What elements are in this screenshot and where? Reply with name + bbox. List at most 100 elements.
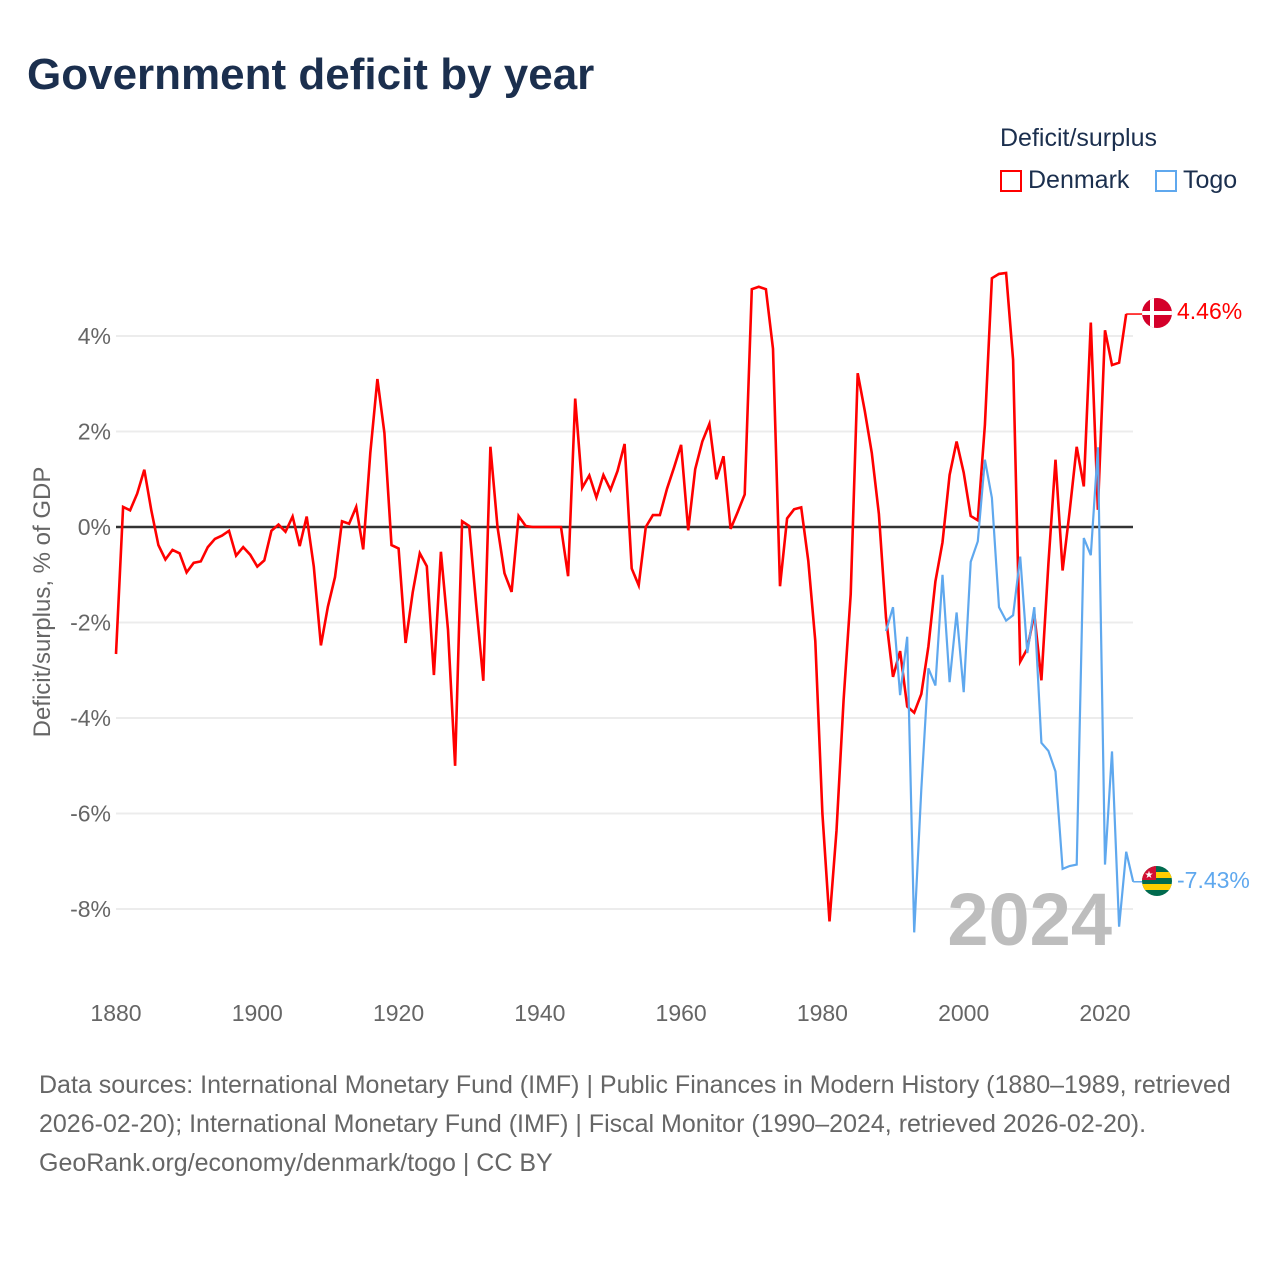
data-point-denmark[interactable] bbox=[247, 552, 253, 558]
data-point-denmark[interactable] bbox=[155, 542, 161, 548]
data-point-togo[interactable] bbox=[1102, 862, 1108, 868]
data-point-denmark[interactable] bbox=[989, 275, 995, 281]
data-point-togo[interactable] bbox=[1053, 768, 1059, 774]
data-point-denmark[interactable] bbox=[791, 506, 797, 512]
data-point-denmark[interactable] bbox=[862, 408, 868, 414]
data-point-denmark[interactable] bbox=[170, 547, 176, 553]
data-point-denmark[interactable] bbox=[1088, 320, 1094, 326]
data-point-togo[interactable] bbox=[961, 689, 967, 695]
data-point-denmark[interactable] bbox=[127, 507, 133, 513]
data-point-denmark[interactable] bbox=[1045, 561, 1051, 567]
data-point-denmark[interactable] bbox=[763, 286, 769, 292]
data-point-denmark[interactable] bbox=[982, 422, 988, 428]
data-point-denmark[interactable] bbox=[600, 472, 606, 478]
data-point-denmark[interactable] bbox=[205, 544, 211, 550]
data-point-denmark[interactable] bbox=[544, 524, 550, 530]
data-point-denmark[interactable] bbox=[1109, 362, 1115, 368]
data-point-togo[interactable] bbox=[1045, 748, 1051, 754]
data-point-togo[interactable] bbox=[890, 604, 896, 610]
data-point-denmark[interactable] bbox=[834, 828, 840, 834]
data-point-togo[interactable] bbox=[939, 572, 945, 578]
data-point-denmark[interactable] bbox=[226, 528, 232, 534]
data-point-denmark[interactable] bbox=[212, 536, 218, 542]
data-point-denmark[interactable] bbox=[445, 627, 451, 633]
data-point-togo[interactable] bbox=[1031, 604, 1037, 610]
data-point-denmark[interactable] bbox=[219, 533, 225, 539]
data-point-denmark[interactable] bbox=[396, 545, 402, 551]
data-point-togo[interactable] bbox=[911, 929, 917, 935]
data-point-denmark[interactable] bbox=[1081, 483, 1087, 489]
data-point-denmark[interactable] bbox=[756, 284, 762, 290]
data-point-denmark[interactable] bbox=[537, 524, 543, 530]
data-point-denmark[interactable] bbox=[304, 513, 310, 519]
data-point-togo[interactable] bbox=[1017, 554, 1023, 560]
data-point-denmark[interactable] bbox=[876, 511, 882, 517]
data-point-denmark[interactable] bbox=[961, 470, 967, 476]
data-point-denmark[interactable] bbox=[509, 589, 515, 595]
data-point-togo[interactable] bbox=[1010, 612, 1016, 618]
data-point-denmark[interactable] bbox=[784, 515, 790, 521]
data-point-denmark[interactable] bbox=[678, 442, 684, 448]
data-point-denmark[interactable] bbox=[424, 563, 430, 569]
data-point-denmark[interactable] bbox=[516, 513, 522, 519]
data-point-togo[interactable] bbox=[982, 457, 988, 463]
data-point-denmark[interactable] bbox=[353, 504, 359, 510]
data-point-denmark[interactable] bbox=[947, 472, 953, 478]
data-point-denmark[interactable] bbox=[1067, 509, 1073, 515]
data-point-denmark[interactable] bbox=[417, 550, 423, 556]
data-point-denmark[interactable] bbox=[805, 558, 811, 564]
data-point-togo[interactable] bbox=[925, 665, 931, 671]
data-point-denmark[interactable] bbox=[996, 271, 1002, 277]
data-point-denmark[interactable] bbox=[579, 485, 585, 491]
data-point-togo[interactable] bbox=[1024, 650, 1030, 656]
data-point-denmark[interactable] bbox=[1074, 444, 1080, 450]
data-point-togo[interactable] bbox=[883, 628, 889, 634]
data-point-denmark[interactable] bbox=[191, 560, 197, 566]
data-point-denmark[interactable] bbox=[664, 486, 670, 492]
data-point-denmark[interactable] bbox=[198, 558, 204, 564]
data-point-togo[interactable] bbox=[897, 692, 903, 698]
data-point-denmark[interactable] bbox=[290, 513, 296, 519]
data-point-denmark[interactable] bbox=[650, 512, 656, 518]
data-point-denmark[interactable] bbox=[268, 528, 274, 534]
data-point-denmark[interactable] bbox=[869, 450, 875, 456]
data-point-denmark[interactable] bbox=[1053, 457, 1059, 463]
data-point-denmark[interactable] bbox=[381, 430, 387, 436]
data-point-denmark[interactable] bbox=[558, 524, 564, 530]
data-point-denmark[interactable] bbox=[728, 526, 734, 532]
data-point-denmark[interactable] bbox=[685, 527, 691, 533]
data-point-denmark[interactable] bbox=[403, 640, 409, 646]
data-point-denmark[interactable] bbox=[431, 672, 437, 678]
data-point-denmark[interactable] bbox=[918, 691, 924, 697]
data-point-denmark[interactable] bbox=[120, 504, 126, 510]
data-point-denmark[interactable] bbox=[706, 421, 712, 427]
data-point-denmark[interactable] bbox=[141, 467, 147, 473]
data-point-denmark[interactable] bbox=[622, 441, 628, 447]
data-point-denmark[interactable] bbox=[1102, 327, 1108, 333]
data-point-denmark[interactable] bbox=[452, 763, 458, 769]
data-point-denmark[interactable] bbox=[636, 582, 642, 588]
data-point-denmark[interactable] bbox=[233, 553, 239, 559]
data-point-togo[interactable] bbox=[1003, 618, 1009, 624]
data-point-togo[interactable] bbox=[1074, 862, 1080, 868]
data-point-togo[interactable] bbox=[1123, 849, 1129, 855]
data-point-togo[interactable] bbox=[1081, 535, 1087, 541]
data-point-denmark[interactable] bbox=[798, 504, 804, 510]
data-point-denmark[interactable] bbox=[339, 518, 345, 524]
data-point-togo[interactable] bbox=[975, 538, 981, 544]
data-point-denmark[interactable] bbox=[721, 453, 727, 459]
data-point-togo[interactable] bbox=[989, 495, 995, 501]
data-point-denmark[interactable] bbox=[777, 583, 783, 589]
data-point-denmark[interactable] bbox=[367, 450, 373, 456]
data-point-denmark[interactable] bbox=[735, 509, 741, 515]
data-point-denmark[interactable] bbox=[1060, 567, 1066, 573]
data-point-denmark[interactable] bbox=[615, 468, 621, 474]
series-line-denmark[interactable] bbox=[114, 271, 1128, 922]
data-point-denmark[interactable] bbox=[494, 524, 500, 530]
data-point-denmark[interactable] bbox=[826, 918, 832, 924]
data-point-denmark[interactable] bbox=[487, 444, 493, 450]
data-point-denmark[interactable] bbox=[438, 549, 444, 555]
data-point-denmark[interactable] bbox=[699, 439, 705, 445]
data-point-togo[interactable] bbox=[1130, 879, 1136, 885]
data-point-denmark[interactable] bbox=[162, 556, 168, 562]
